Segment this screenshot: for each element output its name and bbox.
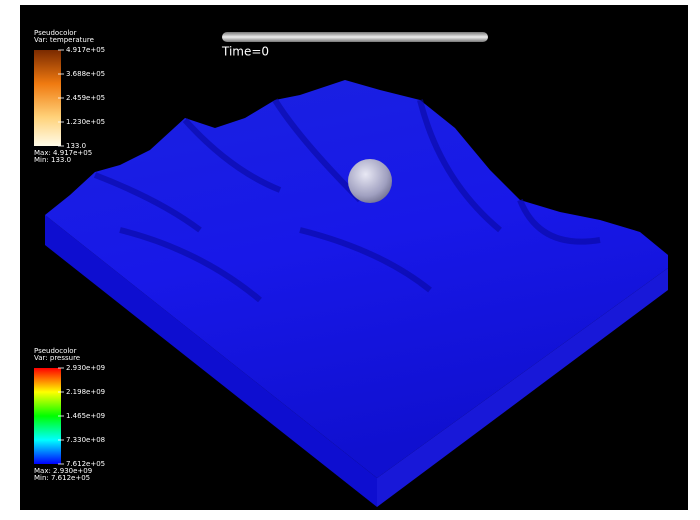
terrain-right-side [377, 268, 668, 507]
colorbar [34, 368, 61, 464]
colorbar-tick-label: 3.688e+05 [66, 70, 105, 78]
time-label: Time=0 [221, 45, 269, 59]
colorbar-tick-label: 7.330e+08 [66, 436, 105, 444]
legend-min: Min: 133.0 [34, 156, 71, 164]
colorbar-tick-label: 2.930e+09 [66, 364, 105, 372]
terrain-left-side [45, 215, 377, 507]
terrain-shading [93, 98, 601, 303]
colorbar-tick-label: 7.612e+05 [66, 460, 105, 468]
legend-title: Pseudocolor [34, 347, 77, 355]
legend-var: Var: temperature [34, 36, 94, 44]
legend-max: Max: 4.917e+05 [34, 149, 92, 157]
colorbar-tick-label: 133.0 [66, 142, 86, 150]
legend-min: Min: 7.612e+05 [34, 474, 90, 482]
terrain-top [45, 80, 668, 478]
legend-var: Var: pressure [34, 354, 80, 362]
terrain [45, 80, 668, 507]
colorbar-tick-label: 2.459e+05 [66, 94, 105, 102]
colorbar-tick-label: 1.465e+09 [66, 412, 105, 420]
colorbar-tick-label: 4.917e+05 [66, 46, 105, 54]
sphere [348, 159, 392, 203]
legend-max: Max: 2.930e+09 [34, 467, 92, 475]
time-slider [222, 32, 488, 42]
legend-title: Pseudocolor [34, 29, 77, 37]
colorbar [34, 50, 61, 146]
colorbar-tick-label: 1.230e+05 [66, 118, 105, 126]
colorbar-tick-label: 2.198e+09 [66, 388, 105, 396]
